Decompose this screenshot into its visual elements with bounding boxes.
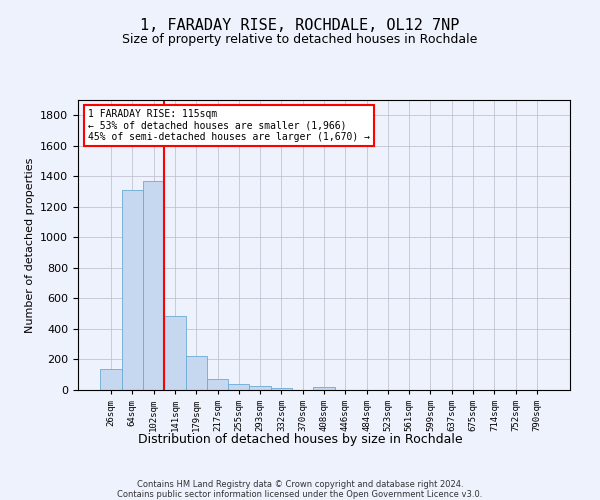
- Bar: [271, 388, 292, 390]
- Bar: [143, 181, 164, 390]
- Text: 1 FARADAY RISE: 115sqm
← 53% of detached houses are smaller (1,966)
45% of semi-: 1 FARADAY RISE: 115sqm ← 53% of detached…: [88, 108, 370, 142]
- Bar: [313, 387, 335, 390]
- Text: Distribution of detached houses by size in Rochdale: Distribution of detached houses by size …: [137, 432, 463, 446]
- Text: 1, FARADAY RISE, ROCHDALE, OL12 7NP: 1, FARADAY RISE, ROCHDALE, OL12 7NP: [140, 18, 460, 32]
- Bar: [185, 356, 207, 390]
- Y-axis label: Number of detached properties: Number of detached properties: [25, 158, 35, 332]
- Bar: [122, 190, 143, 390]
- Bar: [228, 384, 250, 390]
- Text: Size of property relative to detached houses in Rochdale: Size of property relative to detached ho…: [122, 32, 478, 46]
- Bar: [207, 380, 228, 390]
- Text: Contains HM Land Registry data © Crown copyright and database right 2024.
Contai: Contains HM Land Registry data © Crown c…: [118, 480, 482, 500]
- Bar: [164, 316, 185, 390]
- Bar: [100, 370, 122, 390]
- Bar: [250, 386, 271, 390]
